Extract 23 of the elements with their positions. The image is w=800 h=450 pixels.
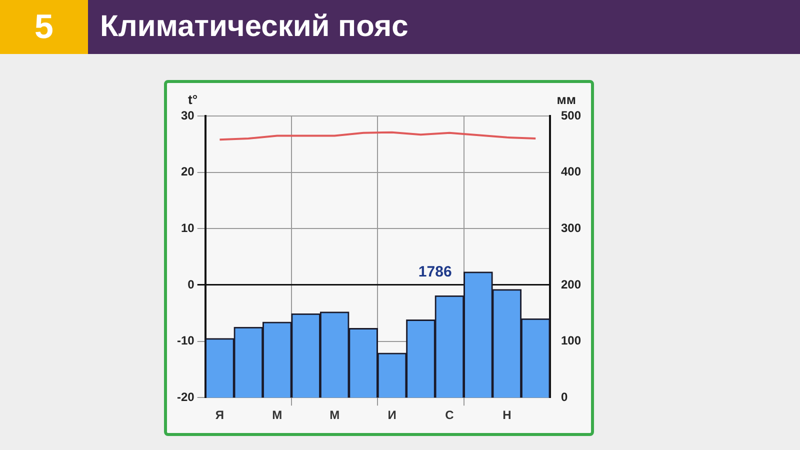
y2-tick-label: 0 [560, 390, 568, 404]
x-tick-label: Я [215, 408, 224, 422]
y2-tick-label: 200 [560, 277, 582, 292]
y-tick-label: -10 [177, 334, 195, 348]
text: 5 [0, 0, 88, 54]
y2-tick-label: 300 [560, 220, 582, 235]
y-tick-label: 20 [180, 164, 195, 179]
y-tick-label: 0 [188, 277, 195, 292]
x-tick-label: С [445, 408, 454, 422]
y2-tick-label: 500 [560, 108, 582, 122]
y2-tick-label: 400 [560, 164, 582, 179]
y-tick-label: 30 [180, 108, 195, 122]
x-tick-label: М [272, 408, 282, 422]
x-tick-label: Н [502, 408, 512, 422]
x-tick-label: И [388, 408, 396, 422]
y-axis-title: t° [188, 92, 198, 107]
y-tick-label: -20 [177, 390, 195, 404]
y2-axis-title: мм [556, 92, 576, 107]
y-tick-label: 10 [180, 220, 195, 235]
annotation: 1786 [418, 264, 452, 281]
chart-title: Климатический пояс [100, 9, 408, 45]
x-tick-label: М [330, 408, 340, 422]
y2-tick-label: 100 [560, 334, 582, 348]
